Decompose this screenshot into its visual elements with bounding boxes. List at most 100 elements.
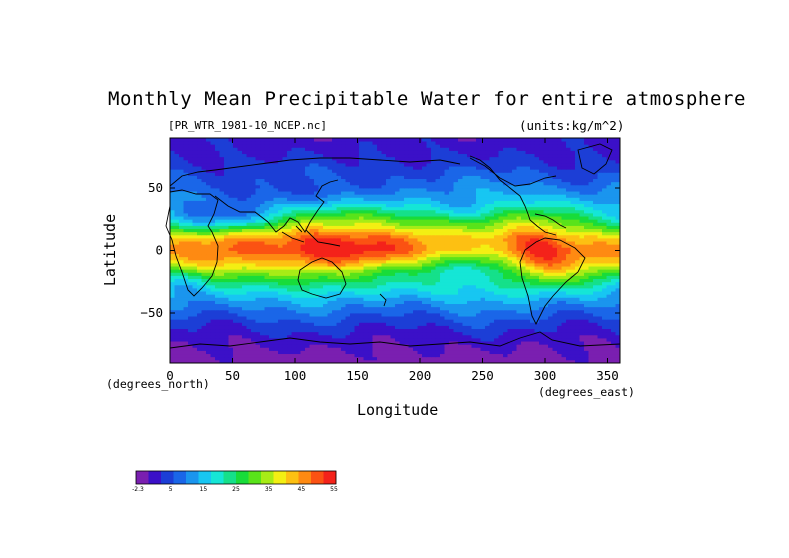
- heatmap-cell: [305, 288, 310, 292]
- heatmap-cell: [503, 241, 508, 245]
- heatmap-cell: [426, 244, 432, 248]
- heatmap-cell: [179, 209, 184, 214]
- heatmap-cell: [170, 278, 175, 283]
- heatmap-cell: [242, 231, 247, 236]
- heatmap-cell: [305, 222, 310, 226]
- heatmap-cell: [417, 225, 423, 230]
- heatmap-cell: [588, 241, 594, 245]
- heatmap-cell: [210, 263, 216, 267]
- heatmap-cell: [507, 247, 513, 251]
- heatmap-cell: [566, 328, 571, 333]
- heatmap-cell: [579, 356, 585, 361]
- heatmap-cell: [332, 309, 337, 314]
- heatmap-cell: [467, 206, 472, 211]
- heatmap-cell: [219, 281, 225, 286]
- heatmap-cell: [246, 250, 252, 255]
- heatmap-cell: [507, 209, 513, 214]
- heatmap-cell: [386, 222, 391, 226]
- heatmap-cell: [359, 344, 364, 348]
- heatmap-cell: [395, 359, 400, 364]
- heatmap-cell: [233, 313, 238, 317]
- heatmap-cell: [341, 306, 346, 311]
- heatmap-cell: [399, 344, 405, 348]
- heatmap-cell: [534, 263, 540, 267]
- heatmap-cell: [408, 328, 414, 333]
- heatmap-cell: [377, 231, 382, 236]
- heatmap-cell: [462, 238, 468, 242]
- heatmap-cell: [309, 228, 315, 233]
- heatmap-cell: [539, 331, 544, 336]
- heatmap-cell: [336, 291, 342, 295]
- heatmap-cell: [278, 266, 283, 270]
- heatmap-cell: [363, 313, 369, 317]
- heatmap-cell: [192, 297, 198, 301]
- heatmap-cell: [201, 225, 207, 230]
- heatmap-cell: [597, 306, 603, 311]
- heatmap-cell: [507, 316, 513, 320]
- heatmap-cell: [197, 228, 202, 233]
- heatmap-cell: [260, 269, 265, 273]
- heatmap-cell: [377, 263, 382, 267]
- heatmap-cell: [588, 238, 594, 242]
- heatmap-cell: [390, 303, 396, 308]
- heatmap-cell: [485, 313, 490, 317]
- heatmap-cell: [327, 309, 333, 314]
- heatmap-cell: [386, 338, 391, 342]
- heatmap-cell: [422, 266, 427, 270]
- heatmap-cell: [260, 309, 265, 314]
- heatmap-cell: [503, 228, 508, 233]
- heatmap-cell: [507, 347, 513, 351]
- heatmap-cell: [318, 266, 324, 270]
- heatmap-cell: [363, 347, 369, 351]
- heatmap-cell: [471, 347, 477, 351]
- heatmap-cell: [503, 309, 508, 314]
- heatmap-cell: [179, 359, 184, 364]
- heatmap-cell: [395, 288, 400, 292]
- heatmap-cell: [237, 213, 243, 217]
- heatmap-cell: [192, 341, 198, 345]
- heatmap-cell: [525, 216, 531, 220]
- heatmap-cell: [530, 256, 535, 261]
- heatmap-cell: [395, 309, 400, 314]
- heatmap-cell: [413, 231, 418, 236]
- heatmap-cell: [548, 263, 553, 267]
- heatmap-cell: [462, 341, 468, 345]
- heatmap-cell: [431, 206, 436, 211]
- heatmap-cell: [579, 338, 585, 342]
- heatmap-cell: [242, 266, 247, 270]
- heatmap-cell: [210, 269, 216, 273]
- heatmap-cell: [278, 244, 283, 248]
- heatmap-cell: [593, 334, 598, 339]
- heatmap-cell: [246, 297, 252, 301]
- heatmap-cell: [224, 250, 229, 255]
- heatmap-cell: [530, 281, 535, 286]
- heatmap-cell: [233, 266, 238, 270]
- heatmap-cell: [372, 225, 378, 230]
- heatmap-cell: [597, 284, 603, 289]
- heatmap-cell: [215, 291, 220, 295]
- heatmap-cell: [381, 209, 387, 214]
- heatmap-cell: [503, 266, 508, 270]
- heatmap-cell: [368, 272, 373, 276]
- heatmap-cell: [242, 344, 247, 348]
- heatmap-cell: [327, 306, 333, 311]
- heatmap-cell: [318, 291, 324, 295]
- heatmap-cell: [552, 288, 558, 292]
- heatmap-cell: [287, 219, 292, 223]
- heatmap-cell: [543, 278, 549, 283]
- heatmap-cell: [233, 331, 238, 336]
- heatmap-cell: [197, 213, 202, 217]
- heatmap-cell: [566, 338, 571, 342]
- heatmap-cell: [552, 356, 558, 361]
- heatmap-cell: [215, 294, 220, 298]
- heatmap-cell: [287, 331, 292, 336]
- heatmap-cell: [278, 316, 283, 320]
- heatmap-cell: [179, 291, 184, 295]
- heatmap-cell: [575, 253, 580, 258]
- heatmap-cell: [260, 350, 265, 355]
- heatmap-cell: [449, 331, 454, 336]
- heatmap-cell: [363, 281, 369, 286]
- heatmap-cell: [251, 259, 256, 264]
- heatmap-cell: [611, 244, 616, 248]
- heatmap-cell: [444, 278, 450, 283]
